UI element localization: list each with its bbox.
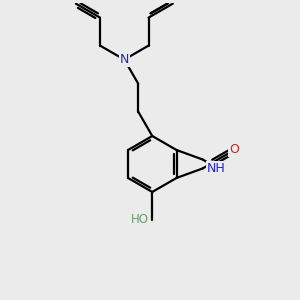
Text: N: N (120, 53, 129, 66)
Text: NH: NH (207, 162, 226, 175)
Text: HO: HO (131, 213, 149, 226)
Text: O: O (230, 143, 239, 157)
